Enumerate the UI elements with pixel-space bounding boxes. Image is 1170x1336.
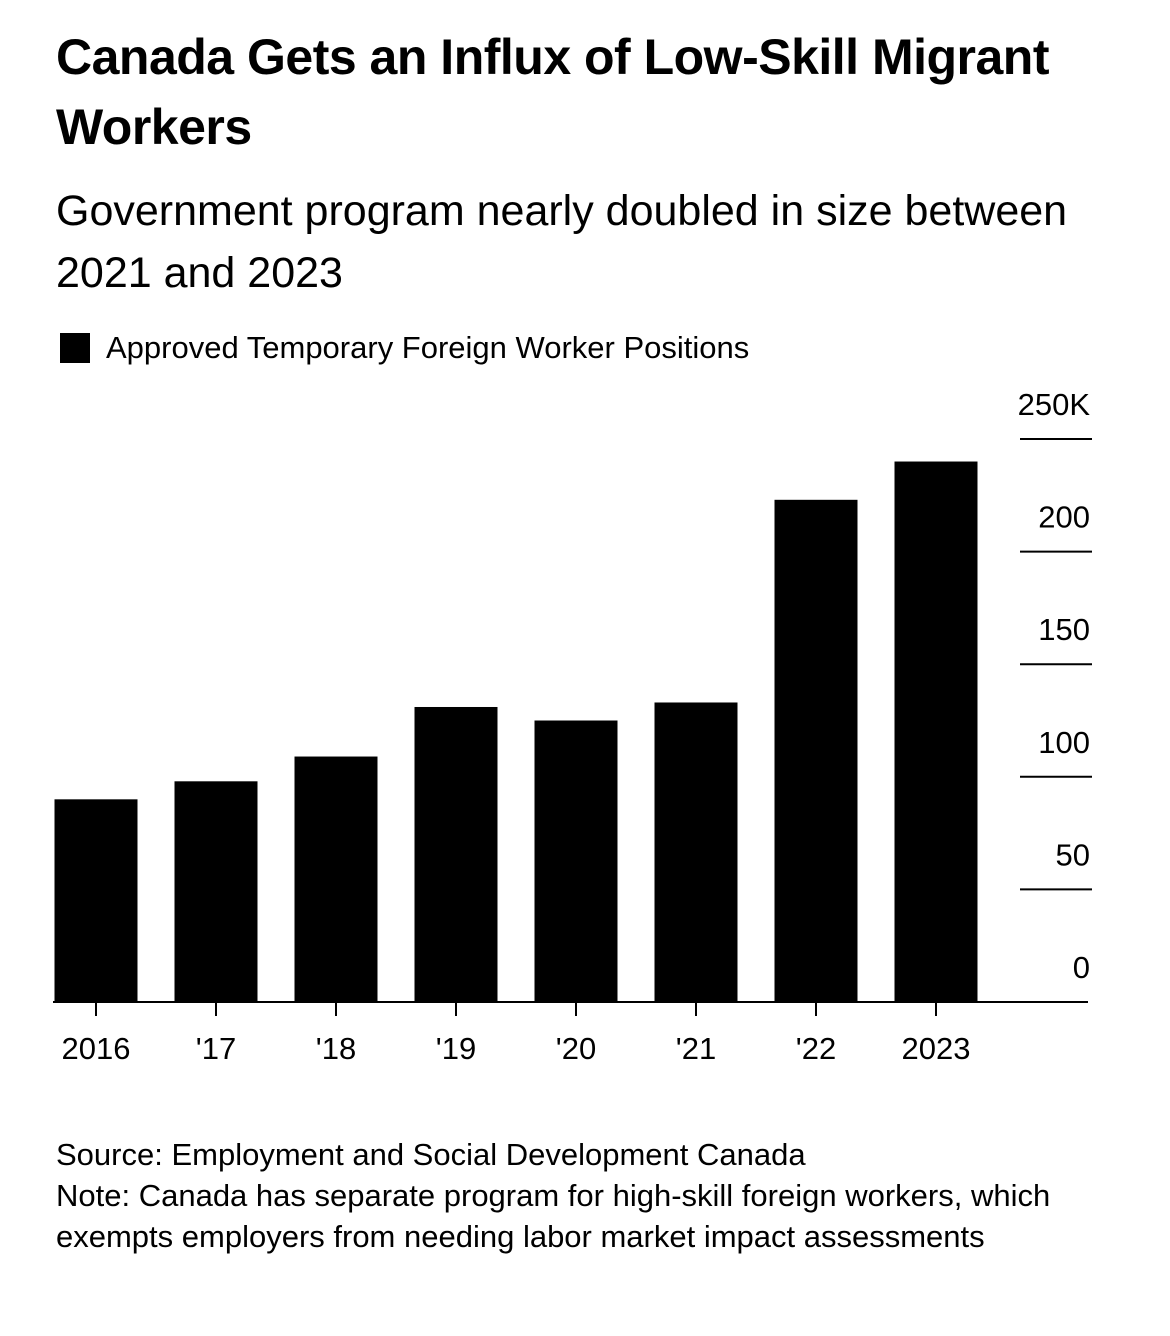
legend-swatch xyxy=(60,333,90,363)
x-tick-label: 2016 xyxy=(62,1031,131,1066)
x-tick-label: '22 xyxy=(796,1031,836,1066)
x-tick-label: 2023 xyxy=(902,1031,971,1066)
footer: Source: Employment and Social Developmen… xyxy=(56,1134,1116,1257)
y-tick-label: 100 xyxy=(1038,725,1090,760)
note: Note: Canada has separate program for hi… xyxy=(56,1178,1051,1254)
chart-title: Canada Gets an Influx of Low-Skill Migra… xyxy=(56,29,1050,155)
x-tick-label: '21 xyxy=(676,1031,716,1066)
source: Source: Employment and Social Developmen… xyxy=(56,1137,806,1172)
y-tick-label: 200 xyxy=(1038,500,1090,535)
bar xyxy=(774,499,858,1002)
y-tick-label: 250K xyxy=(1018,387,1091,422)
bar xyxy=(534,720,618,1002)
x-tick-label: '19 xyxy=(436,1031,476,1066)
bar xyxy=(174,781,258,1002)
legend-label: Approved Temporary Foreign Worker Positi… xyxy=(106,330,750,365)
bar xyxy=(414,706,498,1002)
bar xyxy=(54,799,138,1002)
x-tick-label: '20 xyxy=(556,1031,596,1066)
bar xyxy=(294,756,378,1002)
y-tick-label: 50 xyxy=(1056,837,1090,872)
y-tick-label: 150 xyxy=(1038,612,1090,647)
bar xyxy=(654,702,738,1002)
legend: Approved Temporary Foreign Worker Positi… xyxy=(56,330,749,366)
y-tick-label: 0 xyxy=(1073,950,1090,985)
chart-subtitle: Government program nearly doubled in siz… xyxy=(56,187,1068,297)
x-tick-label: '18 xyxy=(316,1031,356,1066)
bar xyxy=(894,461,978,1002)
x-tick-label: '17 xyxy=(196,1031,236,1066)
